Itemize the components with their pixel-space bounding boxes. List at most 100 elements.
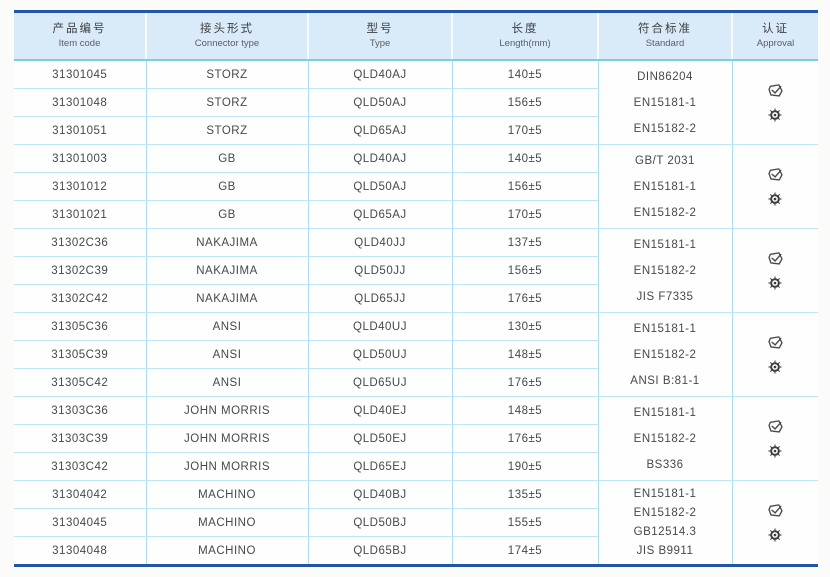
wheel-mark-icon: [768, 192, 782, 206]
standard-line: EN15182-2: [633, 206, 697, 219]
table-row: 31302C36 NAKAJIMA QLD40JJ 137±5 EN15181-…: [14, 228, 818, 313]
col-header-approval-en: Approval: [756, 38, 795, 49]
standard-line: EN15181-1: [633, 487, 697, 500]
table-row: 31303C42 JOHN MORRIS QLD65EJ 190±5: [14, 452, 818, 481]
col-header-length: 长度 Length(mm): [451, 11, 598, 61]
cell-connector-type: MACHINO: [145, 508, 308, 537]
cell-length: 190±5: [451, 452, 598, 481]
standard-line: EN15181-1: [633, 406, 697, 419]
table-row: 31303C39 JOHN MORRIS QLD50EJ 176±5: [14, 424, 818, 453]
cell-item-code: 31301021: [14, 200, 146, 229]
cell-connector-type: GB: [145, 200, 308, 229]
standard-line: EN15181-1: [633, 180, 697, 193]
standard-line: GB12514.3: [633, 525, 697, 538]
cell-type: QLD50JJ: [307, 256, 452, 285]
table-row: 31305C42 ANSI QLD65UJ 176±5: [14, 368, 818, 397]
cell-type: QLD40UJ: [307, 312, 452, 341]
cell-type: QLD40AJ: [307, 60, 452, 89]
cell-length: 140±5: [451, 144, 598, 173]
cell-length: 176±5: [451, 284, 598, 313]
product-table: 产品编号 Item code 接头形式 Connector type 型号 Ty…: [14, 10, 818, 567]
approval-icon-stack: [733, 83, 819, 122]
certificate-stamp-icon: [767, 251, 784, 267]
cell-length: 174±5: [451, 536, 598, 566]
cell-type: QLD50AJ: [307, 88, 452, 117]
cell-length: 176±5: [451, 424, 598, 453]
cell-connector-type: JOHN MORRIS: [145, 424, 308, 453]
col-header-connector-type: 接头形式 Connector type: [145, 11, 308, 61]
wheel-mark-icon: [768, 360, 782, 374]
cell-type: QLD40JJ: [307, 228, 452, 257]
cell-type: QLD65UJ: [307, 368, 452, 397]
cell-standard-group: GB/T 2031 EN15181-1 EN15182-2: [597, 144, 732, 229]
cell-item-code: 31304042: [14, 480, 146, 509]
cell-length: 170±5: [451, 200, 598, 229]
cell-length: 176±5: [451, 368, 598, 397]
cell-length: 148±5: [451, 340, 598, 369]
cell-type: QLD50AJ: [307, 172, 452, 201]
col-header-standard-zh: 符合标准: [638, 23, 692, 35]
cell-approval-group: [731, 144, 819, 229]
table-row: 31304042 MACHINO QLD40BJ 135±5 EN15181-1…: [14, 480, 818, 566]
cell-standard-group: EN15181-1 EN15182-2 BS336: [597, 396, 732, 481]
cell-type: QLD40EJ: [307, 396, 452, 425]
cell-connector-type: STORZ: [145, 88, 308, 117]
cell-item-code: 31303C36: [14, 396, 146, 425]
cell-connector-type: GB: [145, 172, 308, 201]
table-row: 31301051 STORZ QLD65AJ 170±5: [14, 116, 818, 145]
cell-item-code: 31301012: [14, 172, 146, 201]
cell-type: QLD50BJ: [307, 508, 452, 537]
cell-length: 156±5: [451, 256, 598, 285]
col-header-connector-type-zh: 接头形式: [200, 23, 254, 35]
standard-line: EN15182-2: [633, 264, 697, 277]
table-row: 31302C42 NAKAJIMA QLD65JJ 176±5: [14, 284, 818, 313]
cell-standard-group: DIN86204 EN15181-1 EN15182-2: [597, 60, 732, 145]
cell-connector-type: MACHINO: [145, 480, 308, 509]
cell-connector-type: ANSI: [145, 340, 308, 369]
cell-length: 156±5: [451, 88, 598, 117]
cell-approval-group: [731, 60, 819, 145]
standard-line: EN15182-2: [633, 348, 697, 361]
col-header-approval-zh: 认证: [762, 23, 789, 35]
certificate-stamp-icon: [767, 503, 784, 519]
cell-item-code: 31303C42: [14, 452, 146, 481]
table-row: 31301048 STORZ QLD50AJ 156±5: [14, 88, 818, 117]
wheel-mark-icon: [768, 108, 782, 122]
cell-length: 140±5: [451, 60, 598, 89]
cell-item-code: 31301051: [14, 116, 146, 145]
approval-icon-stack: [733, 335, 819, 374]
product-spec-table-container: 产品编号 Item code 接头形式 Connector type 型号 Ty…: [14, 10, 818, 567]
col-header-item-code-en: Item code: [58, 38, 101, 49]
standard-line: EN15181-1: [633, 322, 697, 335]
cell-item-code: 31301003: [14, 144, 146, 173]
col-header-standard-en: Standard: [645, 38, 685, 49]
col-header-type: 型号 Type: [307, 11, 452, 61]
standard-line: JIS F7335: [636, 290, 694, 303]
standard-line: EN15181-1: [633, 238, 697, 251]
standard-line: EN15182-2: [633, 506, 697, 519]
wheel-mark-icon: [768, 276, 782, 290]
cell-item-code: 31302C36: [14, 228, 146, 257]
col-header-standard: 符合标准 Standard: [597, 11, 732, 61]
cell-length: 155±5: [451, 508, 598, 537]
cell-item-code: 31304045: [14, 508, 146, 537]
cell-length: 135±5: [451, 480, 598, 509]
wheel-mark-icon: [768, 528, 782, 542]
cell-length: 130±5: [451, 312, 598, 341]
table-row: 31303C36 JOHN MORRIS QLD40EJ 148±5 EN151…: [14, 396, 818, 481]
header-row: 产品编号 Item code 接头形式 Connector type 型号 Ty…: [14, 11, 818, 61]
cell-connector-type: NAKAJIMA: [145, 256, 308, 285]
table-row: 31301003 GB QLD40AJ 140±5 GB/T 2031 EN15…: [14, 144, 818, 229]
approval-icon-stack: [733, 167, 819, 206]
table-row: 31305C39 ANSI QLD50UJ 148±5: [14, 340, 818, 369]
cell-type: QLD65BJ: [307, 536, 452, 566]
certificate-stamp-icon: [767, 419, 784, 435]
table-row: 31301045 STORZ QLD40AJ 140±5 DIN86204 EN…: [14, 60, 818, 145]
cell-item-code: 31302C42: [14, 284, 146, 313]
cell-item-code: 31301045: [14, 60, 146, 89]
approval-icon-stack: [733, 503, 819, 542]
col-header-item-code: 产品编号 Item code: [14, 11, 146, 61]
standard-line: EN15182-2: [633, 122, 697, 135]
cell-approval-group: [731, 396, 818, 481]
col-header-length-zh: 长度: [511, 23, 539, 35]
